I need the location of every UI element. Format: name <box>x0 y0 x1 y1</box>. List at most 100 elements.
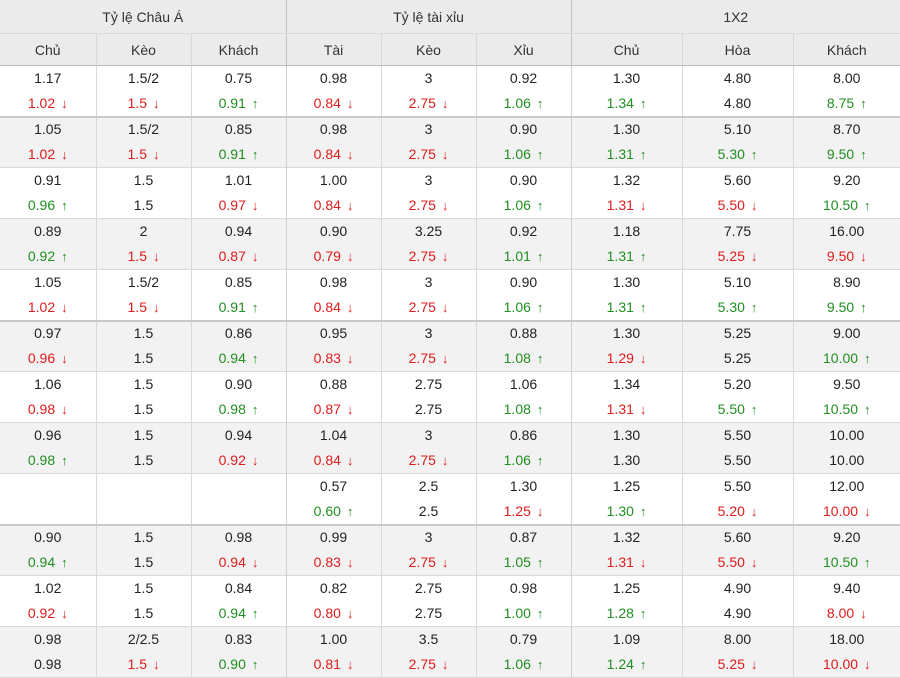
odds-row: 1.02 0.92 ↓ 1.5 1.5 0.84 0.94 ↑ 0.82 0.80 ↓ 2.75 2.7… <box>0 575 900 627</box>
current-odds: 0.84 ↓ <box>314 451 354 470</box>
current-odds: 0.90 ↑ <box>219 655 259 674</box>
arrow-down-icon: ↓ <box>346 299 354 315</box>
opening-odds: 1.5/2 <box>127 121 160 138</box>
current-odds-value: 1.29 <box>606 350 634 367</box>
current-odds: 8.00 ↓ <box>827 604 867 623</box>
current-odds: 1.31 ↑ <box>607 145 647 164</box>
cell-ah-handicap: 2/2.5 1.5 ↓ <box>96 626 192 678</box>
column-header-row: Chủ Kèo Khách Tài Kèo Xỉu Chủ Hòa Khách <box>0 33 900 66</box>
arrow-down-icon: ↓ <box>152 95 160 111</box>
arrow-up-icon: ↑ <box>860 147 867 163</box>
opening-odds: 1.00 <box>319 631 348 647</box>
current-odds-value: 2.75 <box>408 298 436 315</box>
arrow-down-icon: ↓ <box>346 606 354 621</box>
cell-ah-away: 0.94 0.92 ↓ <box>191 422 287 474</box>
cell-ah-home: 1.17 1.02 ↓ <box>0 65 97 117</box>
cell-ah-away: 0.90 0.98 ↑ <box>191 371 287 423</box>
opening-odds: 0.92 <box>509 69 538 86</box>
current-odds: 1.06 ↑ <box>504 94 544 113</box>
odds-row: 0.57 0.60 ↑ 2.5 2.5 1.30 1.25 ↓ 1.25 1.30 ↑ 5.50 5.2… <box>0 473 900 525</box>
cell-ou-over: 0.98 0.84 ↓ <box>286 116 382 168</box>
current-odds: 2.75 ↓ <box>409 145 449 164</box>
cell-ou-under: 0.98 1.00 ↑ <box>476 575 572 627</box>
opening-odds: 0.94 <box>224 427 253 443</box>
opening-odds: 5.50 <box>723 427 752 443</box>
opening-odds: 7.75 <box>723 223 752 239</box>
odds-row: 0.97 0.96 ↓ 1.5 1.5 0.86 0.94 ↑ 0.95 0.83 ↓ 3 2.75 ↓ 0… <box>0 320 900 372</box>
opening-odds: 0.98 <box>319 69 348 86</box>
current-odds: 0.80 ↓ <box>314 604 354 623</box>
cell-ou-under: 0.90 1.06 ↑ <box>476 269 572 321</box>
arrow-up-icon: ↑ <box>61 555 68 571</box>
arrow-down-icon: ↓ <box>441 351 449 367</box>
col-header-under: Xỉu <box>476 33 572 66</box>
cell-ou-over: 0.88 0.87 ↓ <box>286 371 382 423</box>
current-odds-value: 0.96 <box>27 197 56 213</box>
arrow-up-icon: ↑ <box>860 95 867 111</box>
opening-odds: 3 <box>424 121 433 138</box>
current-odds-value: 5.50 <box>717 197 745 213</box>
current-odds-value: 0.84 <box>313 94 341 111</box>
opening-odds: 0.97 <box>34 325 62 342</box>
opening-odds: 0.89 <box>34 223 62 239</box>
current-odds: 1.02 ↓ <box>28 145 68 164</box>
cell-ah-home: 1.05 1.02 ↓ <box>0 269 97 321</box>
current-odds-value: 1.31 <box>606 401 634 417</box>
opening-odds: 0.83 <box>224 631 253 647</box>
arrow-up-icon: ↑ <box>251 606 259 621</box>
cell-ah-handicap <box>96 473 192 525</box>
cell-ah-home: 0.91 0.96 ↑ <box>0 167 97 219</box>
cell-x12-draw: 5.60 5.50 ↓ <box>682 167 794 219</box>
current-odds: 2.75 ↓ <box>409 553 449 572</box>
arrow-up-icon: ↑ <box>536 198 544 213</box>
current-odds: 2.75 ↓ <box>409 298 449 317</box>
current-odds-value: 0.92 <box>218 452 246 468</box>
current-odds: 9.50 ↑ <box>827 298 867 317</box>
current-odds: 0.97 ↓ <box>219 196 259 215</box>
cell-ah-handicap: 1.5/2 1.5 ↓ <box>96 269 192 321</box>
current-odds: 2.75 <box>415 400 442 419</box>
opening-odds: 0.98 <box>319 121 348 138</box>
opening-odds: 5.10 <box>723 121 752 138</box>
cell-ou-line: 3 2.75 ↓ <box>381 269 477 321</box>
cell-ah-away: 0.84 0.94 ↑ <box>191 575 287 627</box>
cell-ou-over: 0.82 0.80 ↓ <box>286 575 382 627</box>
current-odds-value: 4.80 <box>723 94 752 111</box>
arrow-up-icon: ↑ <box>536 95 544 111</box>
arrow-down-icon: ↓ <box>864 657 871 672</box>
arrow-down-icon: ↓ <box>639 198 647 213</box>
current-odds-value: 5.50 <box>717 401 745 417</box>
cell-x12-away: 9.20 10.50 ↑ <box>793 168 900 219</box>
current-odds-value: 1.05 <box>503 554 531 571</box>
cell-x12-draw: 7.75 5.25 ↓ <box>682 218 794 270</box>
current-odds: 10.00 ↓ <box>823 655 871 674</box>
group-header-1x2: 1X2 <box>571 0 900 34</box>
cell-ou-line: 2.75 2.75 <box>381 575 477 627</box>
current-odds-value: 2.75 <box>408 452 436 468</box>
current-odds-value: 0.84 <box>313 452 341 468</box>
current-odds: 0.94 ↑ <box>219 349 259 368</box>
current-odds-value: 10.00 <box>823 656 859 672</box>
current-odds: 0.83 ↓ <box>314 553 354 572</box>
current-odds: 0.87 ↓ <box>219 247 259 266</box>
cell-ou-over: 0.98 0.84 ↓ <box>286 269 382 321</box>
current-odds-value: 0.98 <box>27 452 56 468</box>
arrow-down-icon: ↓ <box>346 198 354 213</box>
current-odds: 4.80 <box>724 94 751 113</box>
opening-odds: 2.5 <box>418 477 439 494</box>
opening-odds: 1.30 <box>612 325 641 342</box>
arrow-up-icon: ↑ <box>251 657 259 672</box>
current-odds-value: 2.5 <box>418 502 439 519</box>
arrow-down-icon: ↓ <box>152 657 160 672</box>
cell-x12-home: 1.18 1.31 ↑ <box>571 218 683 270</box>
arrow-down-icon: ↓ <box>152 299 160 315</box>
current-odds: 1.02 ↓ <box>28 298 68 317</box>
current-odds: 1.5 <box>134 604 153 623</box>
current-odds-value: 0.80 <box>313 605 341 621</box>
current-odds-value: 5.30 <box>717 298 745 315</box>
cell-ou-line: 3 2.75 ↓ <box>381 320 477 372</box>
current-odds: 0.91 ↑ <box>219 298 259 317</box>
arrow-down-icon: ↓ <box>152 249 160 264</box>
opening-odds: 0.95 <box>319 325 348 342</box>
current-odds: 0.91 ↑ <box>219 145 259 164</box>
